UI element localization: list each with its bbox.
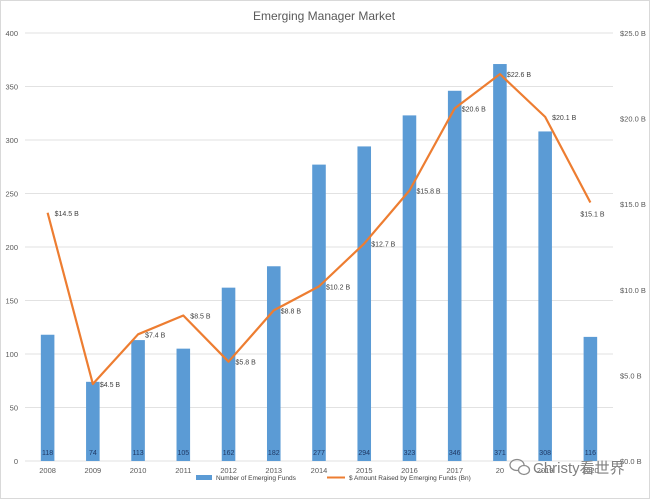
watermark: Christy看世界: [509, 458, 625, 477]
bar-value-label: 323: [404, 450, 416, 457]
x-tick-label: 2020: [582, 466, 599, 475]
x-tick-label: 2019: [537, 466, 554, 475]
x-tick-label: 2013: [265, 466, 282, 475]
bar-value-label: 162: [223, 450, 235, 457]
bar: [40, 334, 55, 461]
line-value-label: $8.5 B: [190, 313, 211, 320]
bar-value-label: 294: [358, 450, 370, 457]
legend-label-bars: Number of Emerging Funds: [216, 475, 297, 482]
line-value-label: $22.6 B: [507, 72, 531, 79]
x-tick-label: 2009: [85, 466, 102, 475]
left-tick-label: 200: [5, 243, 18, 252]
chart-title: Emerging Manager Market: [253, 9, 396, 23]
line-series: [46, 72, 592, 386]
bar-value-label: 182: [268, 450, 280, 457]
line-value-label: $20.1 B: [552, 115, 576, 122]
x-tick-label: 2011: [175, 466, 191, 475]
line-value-label: $5.8 B: [236, 360, 257, 367]
bar-value-label: 118: [42, 450, 53, 457]
line-value-label: $7.4 B: [145, 332, 166, 339]
bar-value-label: 371: [494, 450, 506, 457]
x-tick-label: 2014: [311, 466, 328, 475]
bar: [538, 131, 552, 461]
bar-value-label: 74: [89, 450, 97, 457]
bar: [131, 340, 145, 461]
left-tick-label: 300: [5, 136, 18, 145]
bar-value-label: 277: [313, 450, 325, 457]
left-tick-label: 50: [10, 404, 18, 413]
left-tick-label: 350: [5, 83, 18, 92]
right-tick-label: $10.0 B: [620, 286, 646, 295]
line-value-label: $15.8 B: [416, 189, 440, 196]
bar: [86, 381, 100, 461]
bar-value-label: 346: [449, 450, 461, 457]
bar-series: [40, 64, 598, 462]
line-value-label: $10.2 B: [326, 284, 350, 291]
line-value-label: $15.1 B: [580, 211, 604, 218]
bar-data-labels: 118 74 113 105 162 182 277 294 323 346 371 308 116: [42, 450, 596, 457]
bar-value-label: 105: [177, 450, 189, 457]
legend-swatch-bars: [196, 475, 212, 480]
bar: [221, 287, 236, 461]
left-tick-label: 0: [14, 457, 18, 466]
left-tick-label: 150: [5, 297, 18, 306]
bar-value-label: 116: [585, 450, 596, 457]
bar: [493, 64, 507, 461]
bar-value-label: 113: [132, 450, 143, 457]
legend: Number of Emerging Funds $ Amount Raised…: [196, 475, 471, 482]
x-tick-label: 2016: [401, 466, 418, 475]
line-value-label: $20.6 B: [462, 106, 486, 113]
left-tick-label: 400: [5, 29, 18, 38]
left-axis: 0 50 100 150 200 250 300 350 400: [5, 29, 18, 466]
right-tick-label: $5.0 B: [620, 371, 642, 380]
bar: [266, 266, 281, 461]
line-data-labels: $14.5 B $4.5 B $7.4 B $8.5 B $5.8 B $8.8 B $10…: [55, 72, 605, 389]
left-tick-label: 100: [5, 350, 18, 359]
wechat-icon: [509, 458, 531, 476]
right-tick-label: $15.0 B: [620, 200, 646, 209]
x-tick-label: 2012: [220, 466, 237, 475]
bar: [176, 348, 191, 461]
x-tick-label: 2008: [39, 466, 56, 475]
line-value-label: $8.8 B: [281, 308, 302, 315]
bar: [402, 115, 417, 461]
right-axis: $0.0 B $5.0 B $10.0 B $15.0 B $20.0 B $25.0 B: [620, 29, 646, 466]
x-tick-label: 20: [496, 466, 504, 475]
bar-value-label: 308: [539, 450, 551, 457]
line-value-label: $12.7 B: [371, 242, 395, 249]
left-tick-label: 250: [5, 190, 18, 199]
line-value-label: $14.5 B: [55, 211, 79, 218]
x-tick-label: 2017: [446, 466, 463, 475]
x-tick-label: 2010: [130, 466, 147, 475]
right-tick-label: $20.0 B: [620, 115, 646, 124]
right-tick-label: $0.0 B: [620, 457, 642, 466]
line-path: [46, 72, 592, 386]
bar: [312, 164, 326, 462]
watermark-text: Christy看世界: [533, 460, 625, 477]
legend-label-line: $ Amount Raised by Emerging Funds (Bn): [349, 475, 471, 482]
bar: [583, 336, 598, 461]
x-axis: 2008 2009 2010 2011 2012 2013 2014 2015 2016 2017…: [39, 466, 598, 475]
right-tick-label: $25.0 B: [620, 29, 646, 38]
bar: [357, 146, 372, 462]
bar: [447, 90, 462, 461]
line-value-label: $4.5 B: [100, 382, 121, 389]
x-tick-label: 2015: [356, 466, 373, 475]
